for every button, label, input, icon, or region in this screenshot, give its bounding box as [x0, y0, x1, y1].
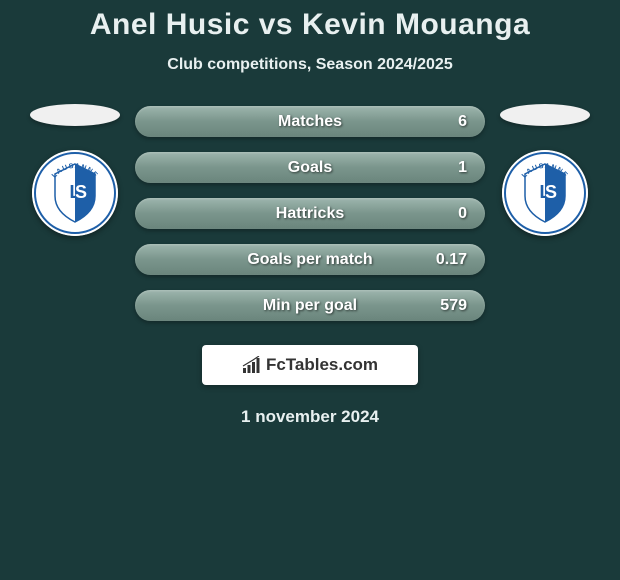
svg-text:S: S	[75, 182, 87, 202]
source-logo-box: FcTables.com	[202, 345, 418, 385]
stat-row-goals-per-match: Goals per match 0.17	[135, 244, 485, 275]
svg-text:S: S	[545, 182, 557, 202]
right-player-col: L S LAUSANNE	[495, 104, 595, 236]
page-title: Anel Husic vs Kevin Mouanga	[0, 8, 620, 42]
player-avatar-placeholder-left	[30, 104, 120, 126]
stat-row-min-per-goal: Min per goal 579	[135, 290, 485, 321]
player-avatar-placeholder-right	[500, 104, 590, 126]
stat-row-matches: Matches 6	[135, 106, 485, 137]
stat-row-goals: Goals 1	[135, 152, 485, 183]
subtitle: Club competitions, Season 2024/2025	[0, 56, 620, 74]
stat-row-hattricks: Hattricks 0	[135, 198, 485, 229]
stats-column: Matches 6 Goals 1 Hattricks 0 Goals per …	[135, 104, 485, 321]
left-player-col: L S LAUSANNE	[25, 104, 125, 236]
club-badge-right: L S LAUSANNE	[502, 150, 588, 236]
stat-value: 579	[440, 297, 467, 315]
stat-label: Goals	[288, 159, 332, 177]
comparison-card: Anel Husic vs Kevin Mouanga Club competi…	[0, 0, 620, 427]
stat-label: Hattricks	[276, 205, 344, 223]
stat-value: 6	[458, 113, 467, 131]
lausanne-badge-icon: L S LAUSANNE	[502, 150, 588, 236]
stat-label: Goals per match	[247, 251, 372, 269]
stat-value: 1	[458, 159, 467, 177]
stat-label: Matches	[278, 113, 342, 131]
source-logo-text: FcTables.com	[266, 355, 378, 375]
bar-chart-icon	[242, 356, 264, 374]
lausanne-badge-icon: L S LAUSANNE	[32, 150, 118, 236]
main-row: L S LAUSANNE Matches 6 Goals 1 Hattricks	[0, 104, 620, 321]
stat-label: Min per goal	[263, 297, 357, 315]
stat-value: 0	[458, 205, 467, 223]
club-badge-left: L S LAUSANNE	[32, 150, 118, 236]
date-text: 1 november 2024	[0, 407, 620, 427]
source-logo: FcTables.com	[242, 355, 378, 375]
stat-value: 0.17	[436, 251, 467, 269]
